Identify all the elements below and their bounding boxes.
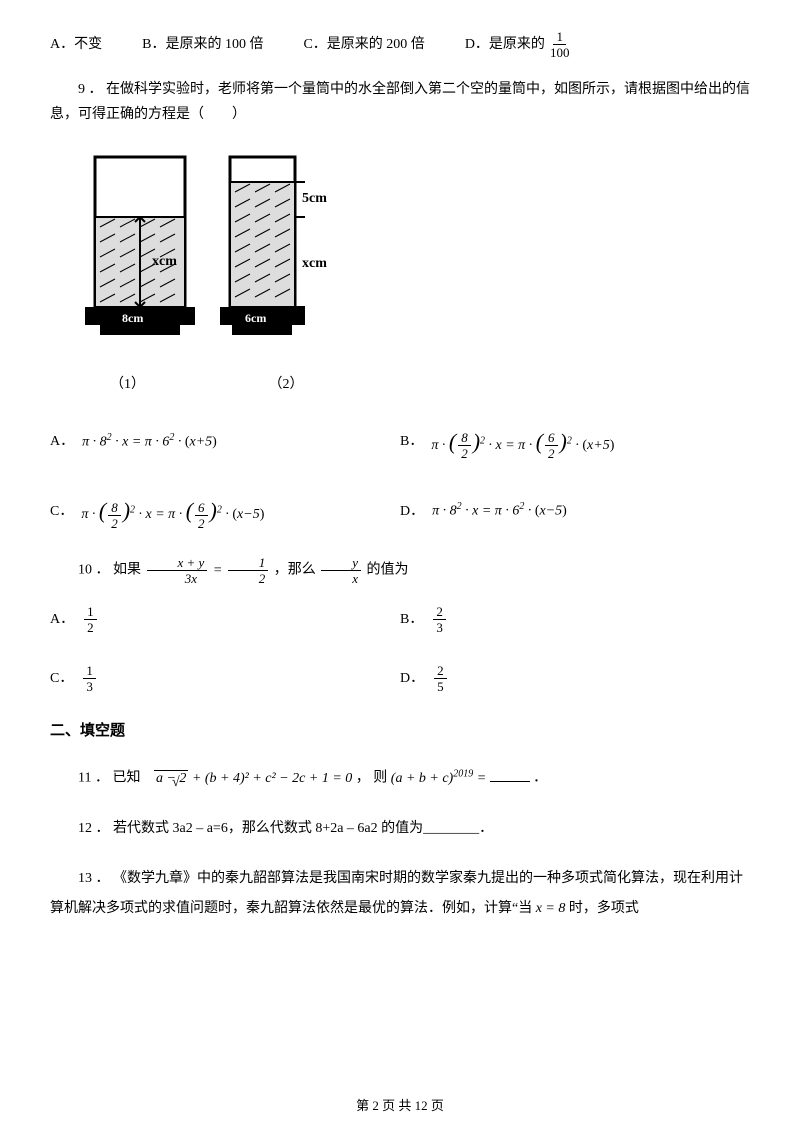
q13-line2: 算机解决多项式的求值问题时，秦九韶算法依然是最优的算法．例如，计算“当 x = … [50, 896, 750, 921]
q13-2b: 时，多项式 [569, 901, 639, 916]
q8-d-num: 1 [553, 30, 566, 45]
q10-rn: 1 [228, 556, 269, 571]
q9-d-letter: D． [400, 499, 424, 524]
q10a-n: 1 [84, 605, 97, 620]
q9-label-1: （1） [110, 372, 145, 397]
q11: 11 ． 已知 a − 2 + (b + 4)² + c² − 2c + 1 =… [50, 765, 750, 791]
q9-b-letter: B． [400, 429, 423, 454]
q9-figure: xcm 8cm 5cm xcm 6cm [80, 147, 750, 356]
fig-xcm-2: xcm [302, 256, 327, 271]
q11-result: (a + b + c) [391, 771, 453, 786]
q10-ld: 3x [154, 571, 200, 585]
q10-opt-d: D． 25 [400, 664, 750, 693]
q13-xeq: x = 8 [536, 901, 566, 916]
q10-ln: x + y [147, 556, 208, 571]
q9-opt-c: C． π · (82)2 · x = π · (62)2 · (x−5) [50, 491, 400, 531]
q10-rd: 2 [228, 571, 269, 585]
q11-eq: = [477, 771, 490, 786]
q10-frac-left: x + y 3x [147, 556, 208, 585]
q9-c-letter: C． [50, 499, 73, 524]
fig-xcm-1: xcm [152, 254, 177, 269]
fig-8cm: 8cm [122, 311, 143, 325]
q9-a-letter: A． [50, 429, 74, 454]
q10-yx: y x [321, 556, 361, 585]
q8-opt-a: A．不变 [50, 32, 102, 57]
q9-label-2: （2） [269, 372, 304, 397]
q9-options: A． π · 82 · x = π · 62 · (x+5) B． π · (8… [50, 422, 750, 531]
q9-opt-a: A． π · 82 · x = π · 62 · (x+5) [50, 422, 400, 462]
q8-opt-d-prefix: D．是原来的 [465, 32, 545, 57]
q8-d-den: 100 [547, 45, 573, 59]
q10b-n: 2 [433, 605, 446, 620]
q10a-d: 2 [84, 620, 97, 634]
q13-line1: 13 ． 《数学九章》中的秦九韶部算法是我国南宋时期的数学家秦九提出的一种多项式… [50, 866, 750, 891]
q9-b-expr: π · (82)2 · x = π · (62)2 · (x+5) [431, 422, 614, 462]
q10-a-letter: A． [50, 607, 74, 632]
q11-tail: ． [533, 771, 547, 786]
q10-options: A． 12 B． 23 C． 13 D． 25 [50, 605, 750, 693]
q11-mid: ， 则 [356, 771, 388, 786]
q9-text: 9 ． 在做科学实验时，老师将第一个量筒中的水全部倒入第二个空的量筒中，如图所示… [50, 77, 750, 127]
q10-suffix: 的值为 [367, 563, 409, 578]
q10b-d: 3 [433, 620, 446, 634]
q9-c-expr: π · (82)2 · x = π · (62)2 · (x−5) [81, 491, 264, 531]
q10-yn: y [321, 556, 361, 571]
q9-figure-labels: （1） （2） [80, 372, 750, 397]
q9-opt-d: D． π · 82 · x = π · 62 · (x−5) [400, 491, 750, 531]
fig-6cm: 6cm [245, 311, 266, 325]
q9-a-expr: π · 82 · x = π · 62 · (x+5) [82, 429, 217, 455]
q10-opt-b: B． 23 [400, 605, 750, 634]
q10-opt-c: C． 13 [50, 664, 400, 693]
q10-d-letter: D． [400, 666, 424, 691]
q8-opt-b: B．是原来的 100 倍 [142, 32, 263, 57]
q12: 12 ． 若代数式 3a2 – a=6，那么代数式 8+2a – 6a2 的值为… [50, 816, 750, 841]
q11-exp: 2019 [453, 768, 473, 779]
q8-opt-d: D．是原来的 1 100 [465, 30, 575, 59]
q9-opt-b: B． π · (82)2 · x = π · (62)2 · (x+5) [400, 422, 750, 462]
q10-c-letter: C． [50, 666, 73, 691]
q11-rest: + (b + 4)² + c² − 2c + 1 = 0 [192, 771, 352, 786]
q10-b-letter: B． [400, 607, 423, 632]
q10-text: 10 ． 如果 x + y 3x = 1 2 ，那么 y x 的值为 [50, 556, 750, 585]
q11-sqrt: a − 2 [154, 770, 188, 786]
q13-2a: 算机解决多项式的求值问题时，秦九韶算法依然是最优的算法．例如，计算“当 [50, 901, 532, 916]
q11-blank [490, 768, 530, 782]
cylinder-diagram: xcm 8cm 5cm xcm 6cm [80, 147, 340, 347]
q10-yd: x [321, 571, 361, 585]
q8-opt-d-fraction: 1 100 [547, 30, 573, 59]
q10d-d: 5 [434, 679, 447, 693]
q10-frac-right: 1 2 [228, 556, 269, 585]
q10d-n: 2 [434, 664, 447, 679]
q9-d-expr: π · 82 · x = π · 62 · (x−5) [432, 498, 567, 524]
fig-5cm: 5cm [302, 191, 327, 206]
q8-options: A．不变 B．是原来的 100 倍 C．是原来的 200 倍 D．是原来的 1 … [50, 30, 750, 59]
q11-prefix: 11 ． 已知 [78, 771, 140, 786]
q8-opt-c: C．是原来的 200 倍 [303, 32, 424, 57]
q10c-d: 3 [83, 679, 96, 693]
q10-mid: ，那么 [274, 563, 316, 578]
page-footer: 第 2 页 共 12 页 [50, 1094, 750, 1117]
q10-prefix: 10 ． 如果 [78, 563, 141, 578]
q10c-n: 1 [83, 664, 96, 679]
section-2-title: 二、填空题 [50, 718, 750, 745]
q10-opt-a: A． 12 [50, 605, 400, 634]
